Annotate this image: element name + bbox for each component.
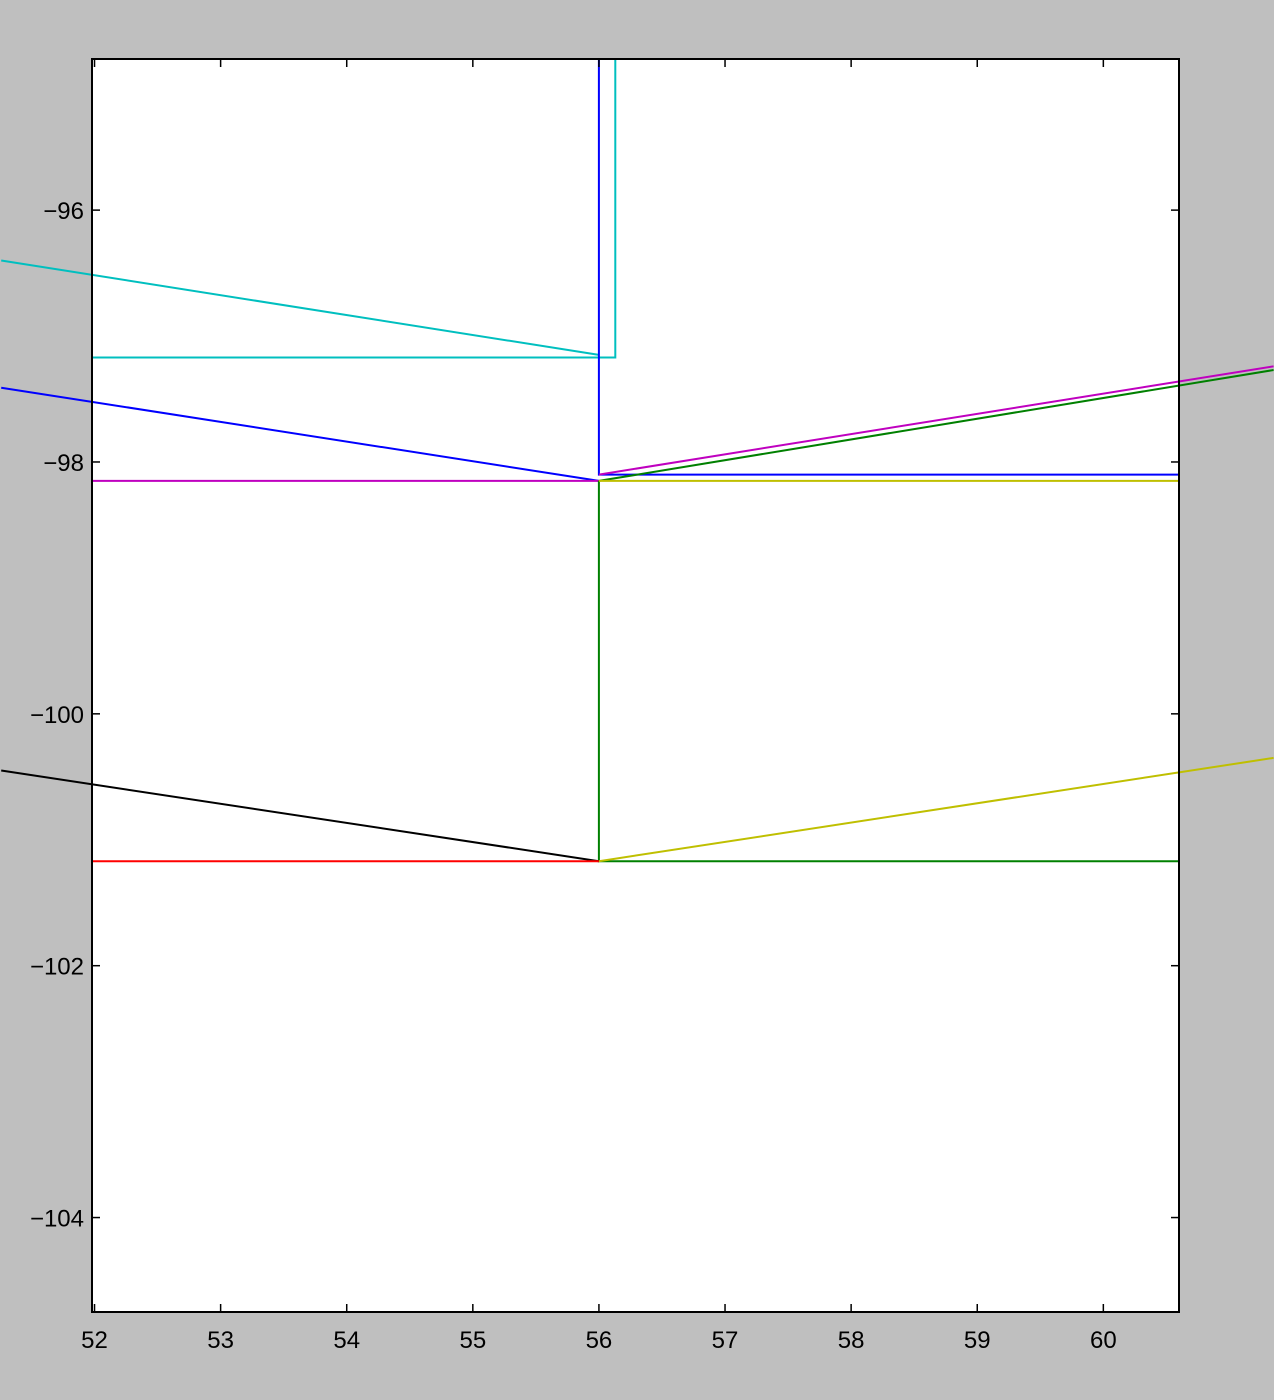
series-layer	[1, 59, 1274, 863]
x-tick-label: 54	[333, 1327, 360, 1354]
plot-frame	[91, 58, 1180, 1313]
series-line-2	[92, 59, 617, 359]
tick-layer	[92, 59, 1179, 1312]
x-tick-label: 57	[712, 1327, 739, 1354]
x-tick-label: 56	[586, 1327, 613, 1354]
plot-area	[92, 59, 1179, 1312]
x-tick-label: 60	[1090, 1327, 1117, 1354]
y-tick-label: −98	[43, 450, 84, 477]
series-line-7	[598, 369, 1274, 482]
x-tick-label: 58	[838, 1327, 865, 1354]
series-line-1	[1, 259, 600, 356]
series-line-3	[1, 386, 600, 482]
x-tick-label: 55	[459, 1327, 486, 1354]
series-line-10	[598, 756, 1274, 863]
x-tick-label: 59	[964, 1327, 991, 1354]
x-tick-label: 52	[81, 1327, 108, 1354]
y-tick-label: −100	[30, 702, 84, 729]
y-axis-tick-labels: −96 −98 −100 −102 −104	[30, 198, 84, 1232]
y-tick-label: −102	[30, 954, 84, 981]
y-tick-label: −96	[43, 198, 84, 225]
series-line-6	[598, 365, 1274, 476]
y-tick-label: −104	[30, 1206, 84, 1233]
x-tick-label: 53	[207, 1327, 234, 1354]
series-line-11	[1, 769, 600, 863]
x-axis-tick-labels: 52 53 54 55 56 57 58 59 60	[81, 1327, 1117, 1354]
